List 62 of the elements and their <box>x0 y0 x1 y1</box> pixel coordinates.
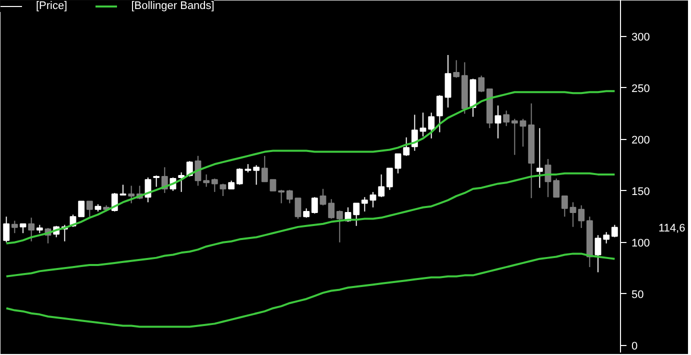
candlestick <box>520 118 526 148</box>
candlestick <box>394 153 402 174</box>
candlestick <box>444 54 452 108</box>
candlestick <box>86 200 93 218</box>
candlestick <box>594 234 602 273</box>
candlestick <box>611 224 618 238</box>
candlestick <box>28 217 35 242</box>
candlestick <box>153 174 160 188</box>
candlestick <box>11 220 18 234</box>
candlestick <box>561 196 568 218</box>
candlestick <box>553 178 560 198</box>
candlestick <box>211 178 218 192</box>
candlestick <box>120 184 126 196</box>
candlestick <box>128 185 135 204</box>
legend-label: [Bollinger Bands] <box>131 0 214 12</box>
candlestick <box>311 196 318 214</box>
candlestick <box>503 110 510 127</box>
candlestick <box>236 168 243 186</box>
candlestick <box>270 179 276 192</box>
candlestick <box>370 191 376 208</box>
y-tick-label: 150 <box>632 186 650 198</box>
candlestick <box>436 94 443 133</box>
candlestick <box>378 174 385 198</box>
candlestick <box>178 172 185 192</box>
candlestick <box>494 104 502 139</box>
candlestick <box>511 118 518 156</box>
candlestick <box>386 168 393 190</box>
text: 114,6 <box>658 222 686 234</box>
candlestick <box>336 210 343 243</box>
candlestick <box>578 204 585 228</box>
candlestick <box>420 112 426 137</box>
candlestick <box>403 136 410 156</box>
candlestick <box>253 164 260 186</box>
candlestick <box>20 223 26 234</box>
candlestick <box>78 200 85 218</box>
candlestick <box>286 189 293 204</box>
candlestick <box>203 174 210 188</box>
candlestick <box>278 189 285 204</box>
line-series <box>5 90 616 244</box>
candlestick <box>3 216 10 243</box>
y-tick-label: 100 <box>632 237 650 250</box>
candlestick <box>536 128 543 188</box>
y-tick-label: 0 <box>632 340 638 352</box>
y-tick-label: 250 <box>632 82 650 95</box>
candlestick <box>603 232 610 244</box>
y-tick-label: 300 <box>632 32 650 44</box>
y-tick-label: 200 <box>632 134 650 146</box>
candlestick <box>303 208 310 218</box>
y-tick-label: 50 <box>632 288 644 301</box>
candlestick <box>220 183 226 197</box>
candlestick <box>570 202 576 228</box>
candlestick <box>353 202 360 226</box>
candlestick <box>453 60 460 78</box>
candlestick <box>320 188 326 206</box>
candlestick <box>328 198 335 220</box>
legend-label: [Price] <box>36 0 68 12</box>
candlestick <box>478 75 485 93</box>
candlestick <box>294 198 302 220</box>
candlestick <box>261 155 268 182</box>
candlestick <box>361 196 368 212</box>
candlestick <box>428 112 435 139</box>
line-series <box>5 252 616 328</box>
